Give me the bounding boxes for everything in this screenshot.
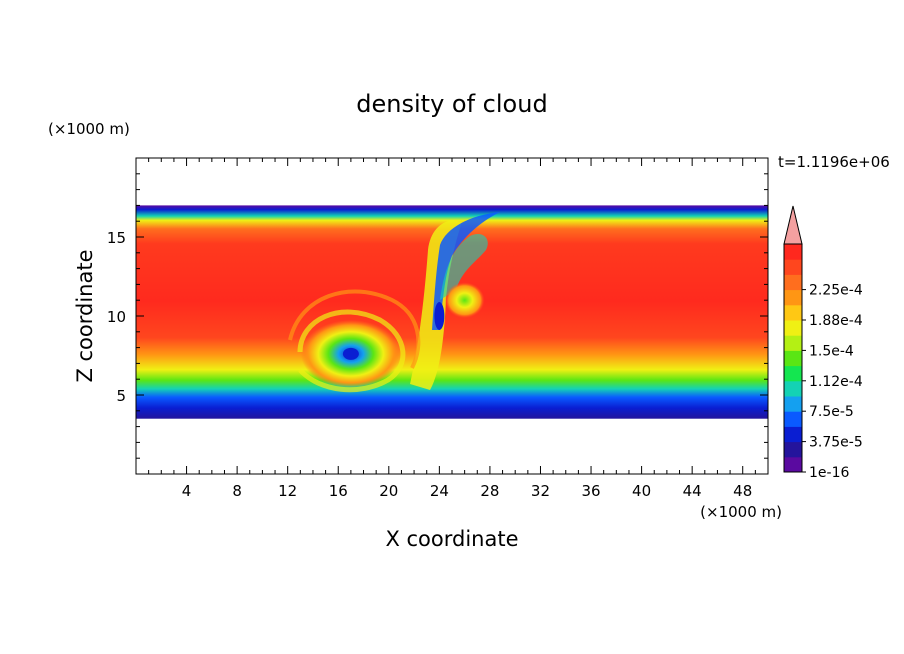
colorbar-swatch [784, 304, 802, 321]
colorbar-swatch [784, 259, 802, 275]
colorbar-swatch [784, 456, 802, 473]
colorbar-label: 7.5e-5 [809, 404, 854, 420]
x-tick-label: 20 [379, 482, 398, 500]
x-tick-label: 24 [430, 482, 449, 500]
swirl-arm-outer [288, 289, 421, 369]
colorbar-label: 1.12e-4 [809, 374, 863, 390]
colorbar-swatch [784, 274, 802, 291]
x-tick-label: 8 [232, 482, 242, 500]
colorbar-swatch [784, 289, 802, 306]
vortex-2 [444, 282, 485, 319]
y-tick-label: 15 [107, 229, 126, 247]
colorbar-label: 1.5e-4 [809, 343, 854, 359]
x-tick-label: 4 [182, 482, 192, 500]
x-tick-label: 32 [531, 482, 550, 500]
colorbar-label: 1.88e-4 [809, 313, 863, 329]
colorbar-label: 3.75e-5 [809, 435, 863, 451]
y-axis: 5 10 15 [107, 173, 768, 459]
colorbar-swatch [784, 396, 802, 412]
density-field [136, 205, 768, 419]
x-tick-label: 36 [581, 482, 600, 500]
x-tick-label: 48 [733, 482, 752, 500]
colorbar-swatch [784, 380, 802, 397]
y-tick-label: 10 [107, 308, 126, 326]
colorbar-label: 1e-16 [809, 465, 849, 481]
x-tick-label: 16 [329, 482, 348, 500]
y-unit-label: (×1000 m) [48, 120, 130, 138]
colorbar-swatch [784, 244, 802, 260]
colorbar-swatch [784, 411, 802, 427]
x-axis-title: X coordinate [385, 527, 518, 551]
colorbar-label: 2.25e-4 [809, 283, 863, 299]
x-tick-label: 40 [632, 482, 651, 500]
y-tick-label: 5 [116, 387, 126, 405]
colorbar-swatch [784, 441, 802, 458]
chart-title: density of cloud [356, 90, 547, 118]
streak-cyan [440, 233, 488, 300]
x-unit-label: (×1000 m) [700, 503, 782, 521]
swirl-arm [297, 309, 406, 393]
vortex-core [342, 347, 359, 360]
y-axis-title: Z coordinate [73, 249, 97, 382]
x-tick-label: 12 [278, 482, 297, 500]
colorbar-swatch [784, 365, 802, 382]
downdraft-streak [432, 212, 500, 330]
colorbar-swatch [784, 426, 802, 443]
vortex-1 [434, 302, 445, 330]
colorbar: 1e-16 3.75e-5 7.5e-5 1.12e-4 1.5e-4 1.88e-4 2.… [783, 205, 863, 481]
colorbar-overflow-triangle [783, 205, 803, 245]
colorbar-swatch [784, 350, 802, 367]
x-tick-label: 44 [683, 482, 702, 500]
colorbar-swatch [784, 335, 802, 351]
x-axis: 4 8 12 16 20 24 28 32 36 40 44 48 [148, 158, 756, 500]
time-label: t=1.1196e+06 [778, 153, 890, 171]
colorbar-swatch [784, 320, 802, 336]
x-tick-label: 28 [480, 482, 499, 500]
